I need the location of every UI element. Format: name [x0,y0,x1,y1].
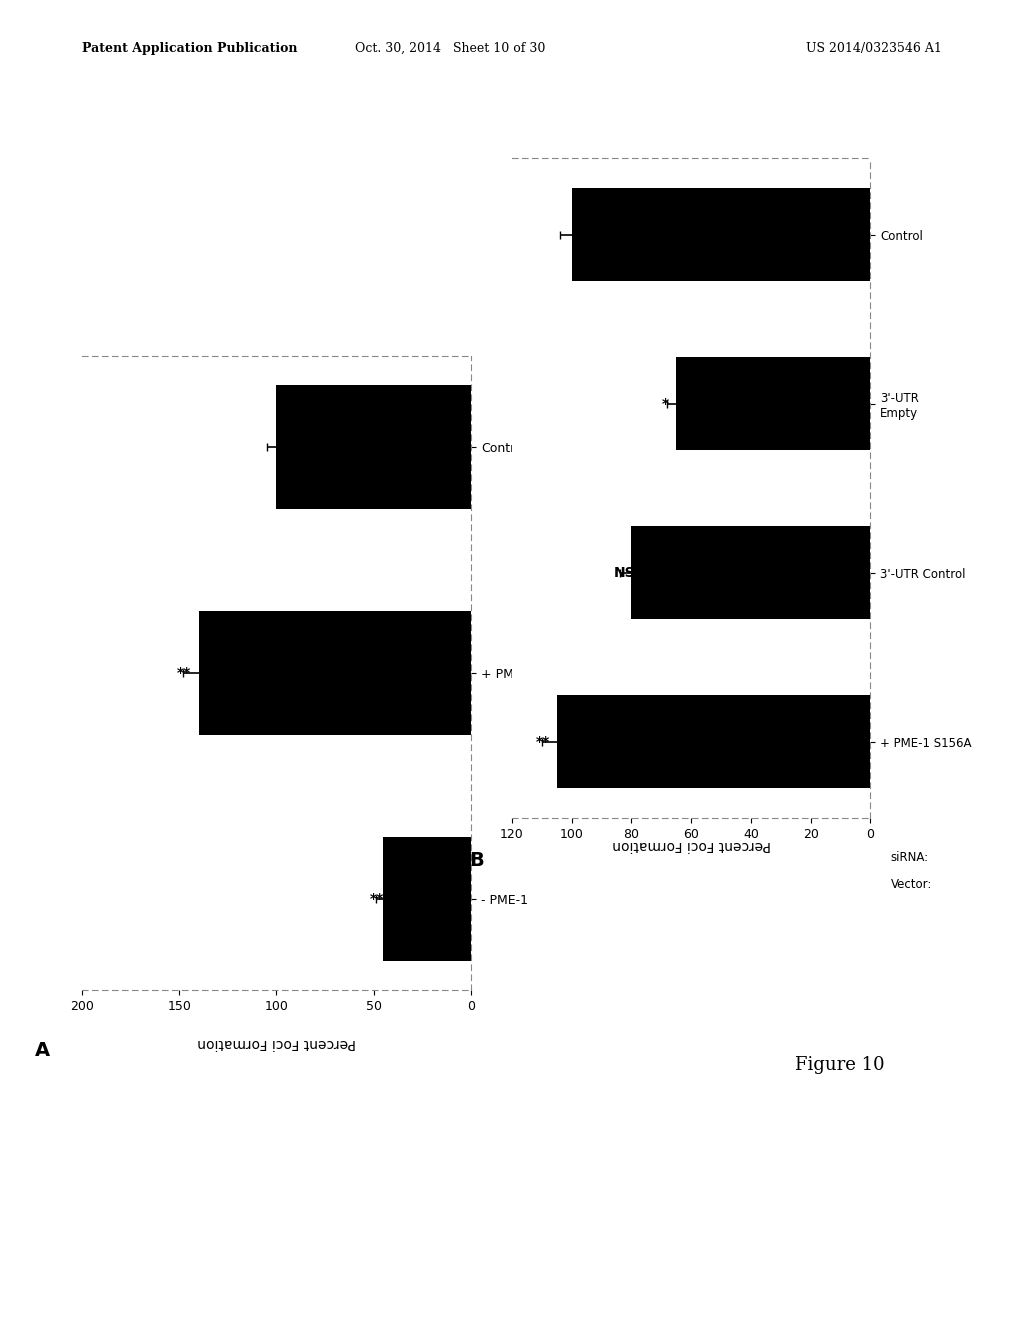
Bar [557,696,870,788]
Text: **: ** [536,735,550,748]
Text: Vector:: Vector: [891,878,932,891]
Text: Percent Foci Formation: Percent Foci Formation [611,838,771,853]
Text: A: A [35,1040,50,1060]
Bar [383,837,471,961]
Bar [632,527,870,619]
Text: **: ** [177,667,191,680]
Text: Patent Application Publication: Patent Application Publication [82,42,297,55]
Text: siRNA:: siRNA: [891,851,929,865]
Bar [676,358,870,450]
Text: ***: *** [370,892,391,906]
Text: Oct. 30, 2014   Sheet 10 of 30: Oct. 30, 2014 Sheet 10 of 30 [355,42,546,55]
Text: Percent Foci Formation: Percent Foci Formation [197,1036,356,1051]
Text: Figure 10: Figure 10 [795,1056,885,1074]
Text: US 2014/0323546 A1: US 2014/0323546 A1 [806,42,942,55]
Text: *: * [662,397,669,411]
Bar [276,385,471,510]
Bar [199,611,471,735]
Text: B: B [469,851,483,870]
Bar [571,189,870,281]
Text: NS: NS [613,566,635,579]
